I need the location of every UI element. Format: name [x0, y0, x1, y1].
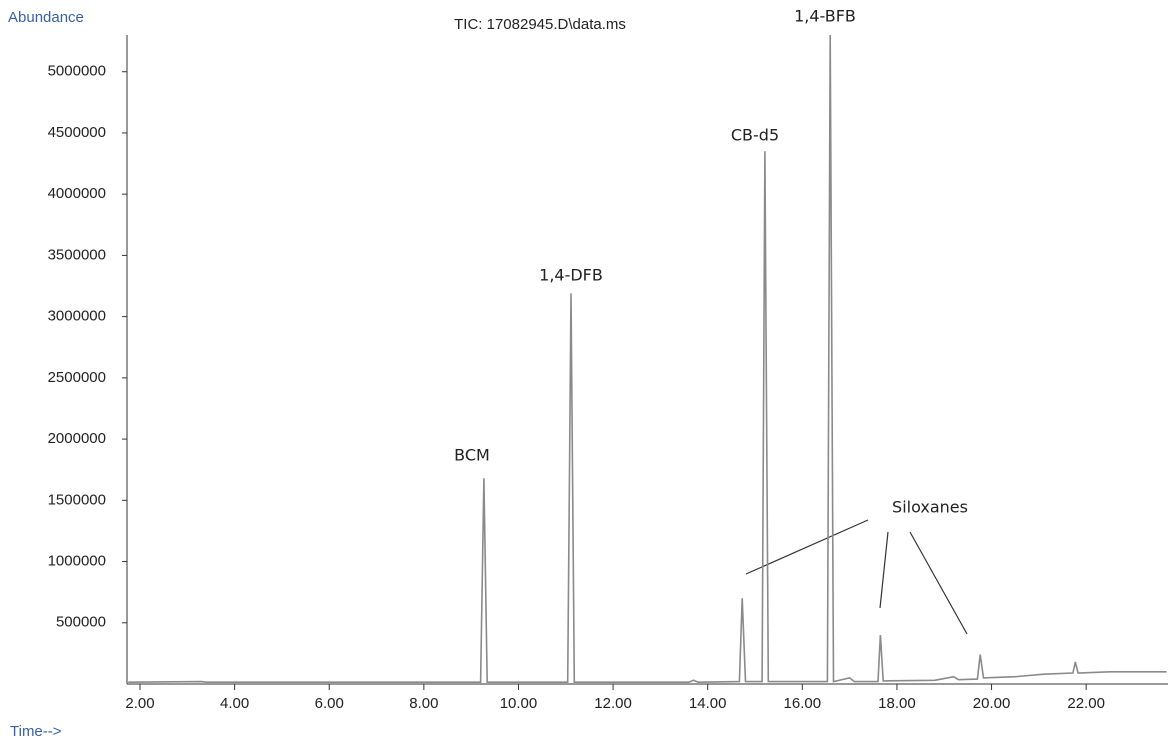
annotation-leaders: [745, 519, 968, 635]
y-tick-label: 2500000: [48, 369, 106, 386]
x-tick-label: 6.00: [315, 695, 344, 712]
x-tick-label: 14.00: [689, 695, 727, 712]
annotation: BCM: [454, 446, 490, 465]
x-tick-label: 22.00: [1067, 695, 1105, 712]
annotation: 1,4-BFB: [794, 7, 856, 26]
leader-line: [879, 531, 889, 609]
y-tick-label: 1500000: [48, 491, 106, 508]
leader-line: [909, 531, 968, 635]
y-tick-label: 1000000: [48, 553, 106, 570]
chart-title: TIC: 17082945.D\data.ms: [454, 16, 626, 33]
x-tick-label: 10.00: [500, 695, 538, 712]
y-axis-label: Abundance: [8, 9, 84, 26]
x-tick-label: 2.00: [125, 695, 154, 712]
annotation: CB-d5: [731, 126, 779, 145]
x-tick-label: 18.00: [878, 695, 916, 712]
annotation: 1,4-DFB: [539, 266, 603, 285]
y-tick-label: 500000: [56, 614, 106, 631]
y-tick-label: 3500000: [48, 246, 106, 263]
y-tick-label: 4000000: [48, 185, 106, 202]
leader-line: [745, 519, 869, 575]
x-tick-label: 8.00: [409, 695, 438, 712]
y-tick-label: 4500000: [48, 124, 106, 141]
annotation: Siloxanes: [892, 498, 968, 517]
y-tick-label: 5000000: [48, 63, 106, 80]
y-tick-label: 3000000: [48, 308, 106, 325]
x-tick-label: 12.00: [594, 695, 632, 712]
x-tick-label: 4.00: [220, 695, 249, 712]
trace: [128, 34, 1167, 684]
x-tick-label: 20.00: [973, 695, 1011, 712]
y-tick-label: 2000000: [48, 430, 106, 447]
x-axis-label: Time-->: [10, 723, 62, 740]
x-tick-label: 16.00: [784, 695, 822, 712]
